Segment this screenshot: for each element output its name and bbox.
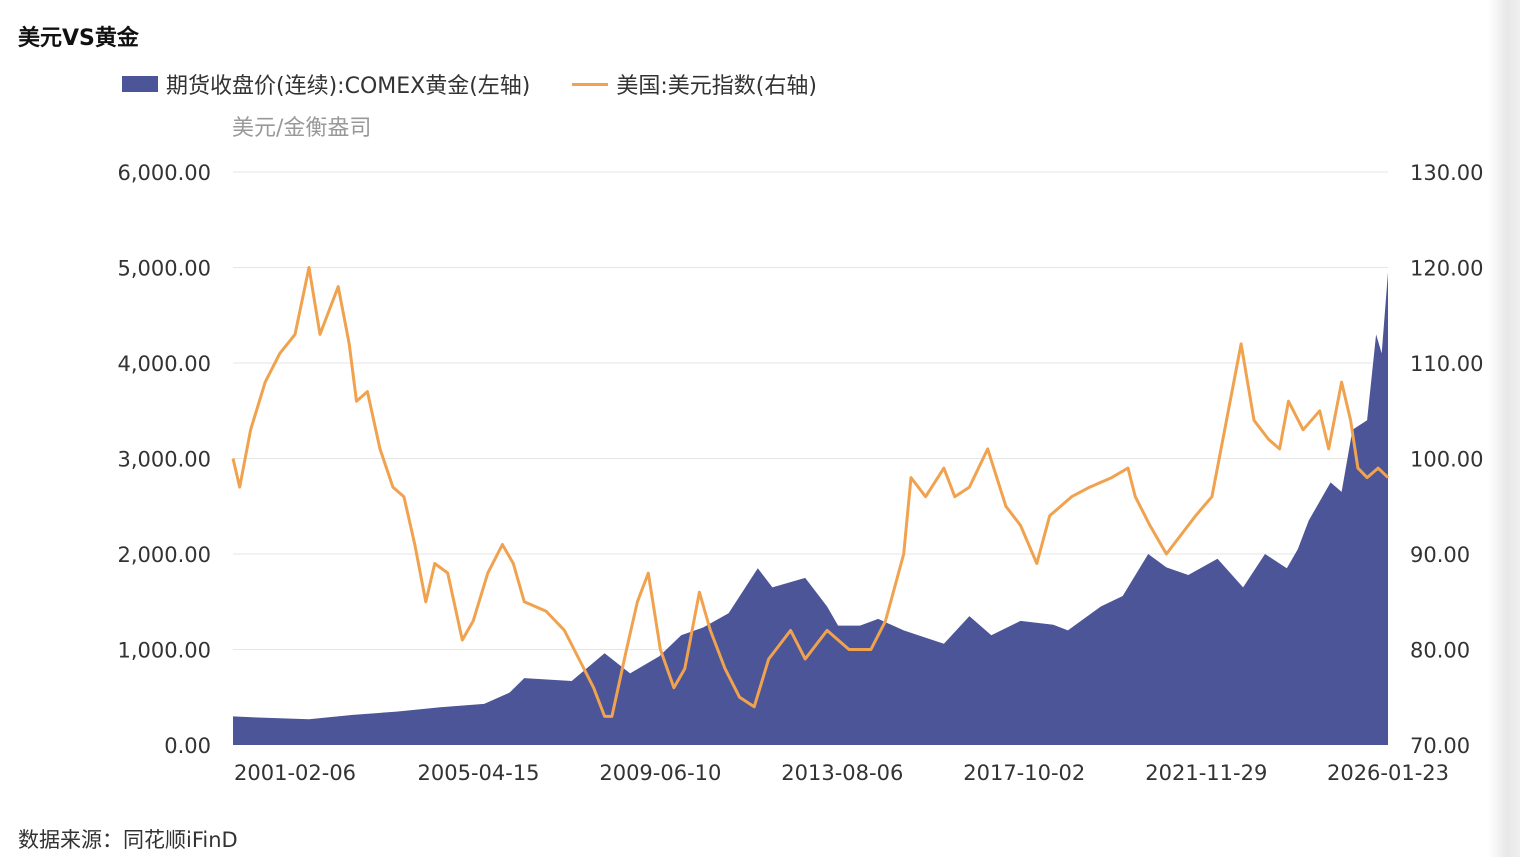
left-tick-label: 4,000.00 <box>117 352 211 376</box>
legend-swatch-dollar-index <box>572 82 609 86</box>
gold-area-layer <box>233 272 1388 745</box>
legend-label-gold: 期货收盘价(连续):COMEX黄金(左轴) <box>166 74 531 99</box>
x-tick-label: 2017-10-02 <box>963 761 1085 785</box>
right-tick-label: 110.00 <box>1410 352 1483 376</box>
left-tick-label: 2,000.00 <box>117 543 211 567</box>
x-tick-label: 2021-11-29 <box>1145 761 1267 785</box>
right-tick-label: 80.00 <box>1410 639 1470 663</box>
data-source: 数据来源：同花顺iFinD <box>18 828 238 852</box>
right-edge-shadow <box>1488 0 1520 857</box>
x-tick-label: 2009-06-10 <box>599 761 721 785</box>
left-tick-label: 5,000.00 <box>117 257 211 281</box>
dollar-index-line-layer <box>231 266 1390 718</box>
chart-title: 美元VS黄金 <box>18 26 139 51</box>
left-tick-label: 3,000.00 <box>117 448 211 472</box>
left-axis-unit: 美元/金衡盎司 <box>232 116 372 141</box>
left-tick-label: 1,000.00 <box>117 639 211 663</box>
gold-price-area <box>233 272 1388 745</box>
x-tick-label: 2026-01-23 <box>1327 761 1449 785</box>
x-tick-label: 2001-02-06 <box>234 761 356 785</box>
legend: 期货收盘价(连续):COMEX黄金(左轴) 美国:美元指数(右轴) <box>122 68 817 100</box>
x-tick-label: 2005-04-15 <box>418 761 540 785</box>
legend-swatch-gold <box>122 76 158 92</box>
right-tick-label: 90.00 <box>1410 543 1470 567</box>
right-tick-label: 120.00 <box>1410 257 1483 281</box>
left-tick-label: 6,000.00 <box>117 161 211 185</box>
x-tick-label: 2013-08-06 <box>781 761 903 785</box>
right-tick-label: 100.00 <box>1410 448 1483 472</box>
legend-label-dollar-index: 美国:美元指数(右轴) <box>616 74 817 99</box>
axis-labels: 0.00 70.00 1,000.00 80.00 2,000.00 90.00 3,000… <box>117 161 1483 785</box>
left-tick-label: 0.00 <box>164 734 211 758</box>
right-tick-label: 70.00 <box>1410 734 1470 758</box>
right-tick-label: 130.00 <box>1410 161 1483 185</box>
